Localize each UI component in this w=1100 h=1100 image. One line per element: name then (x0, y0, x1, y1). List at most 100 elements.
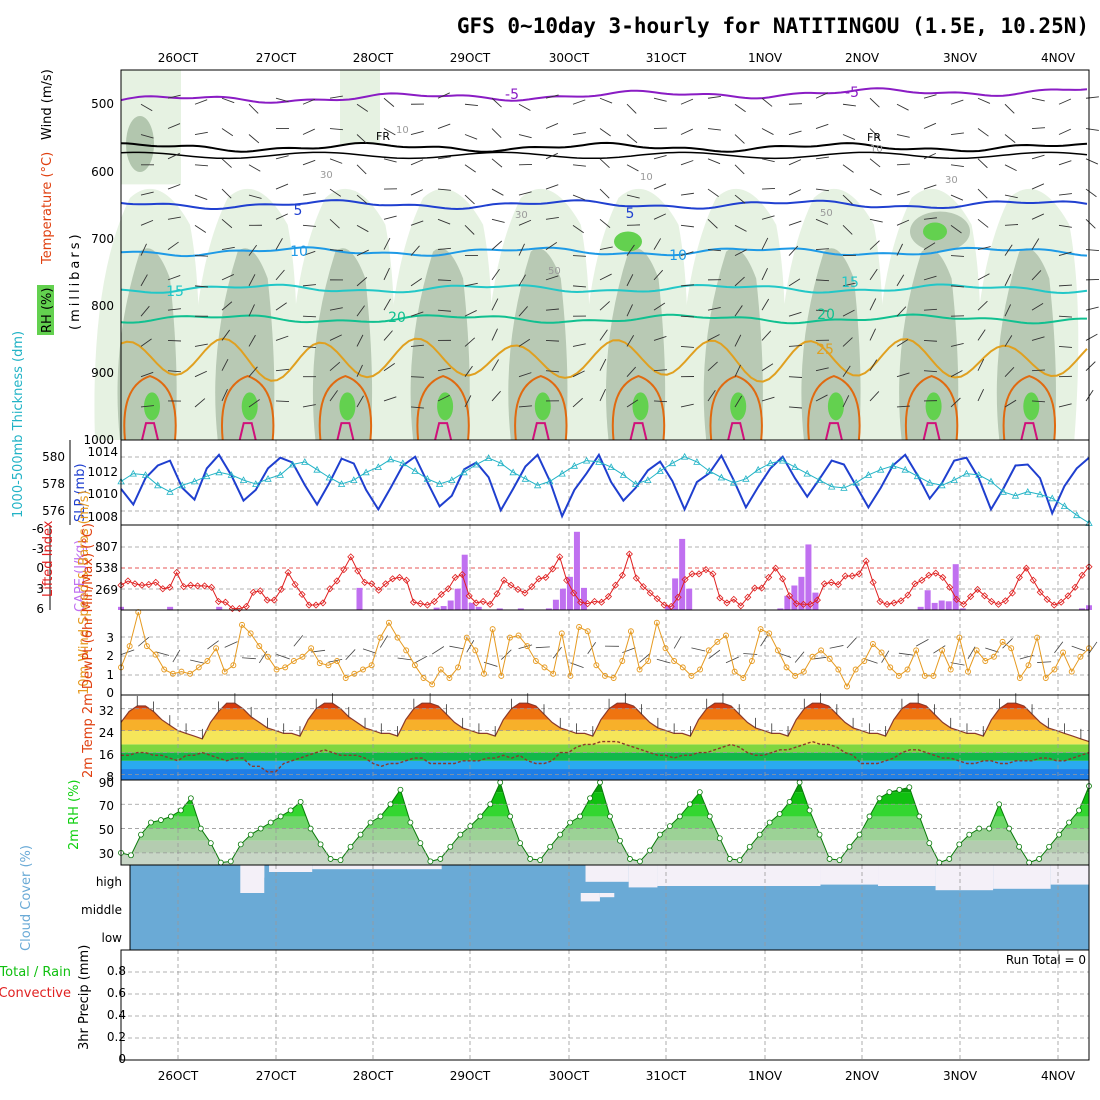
wind-barb (977, 218, 989, 228)
li-point (813, 596, 821, 604)
wind-barb (221, 218, 233, 229)
li-point (138, 581, 146, 589)
thickness-tick-label: 580 (42, 450, 65, 464)
li-point (291, 580, 299, 589)
wind-barb (869, 298, 877, 311)
wind10m-point (187, 670, 194, 677)
li-tick-label: 6 (36, 602, 44, 616)
wind-barb (518, 372, 532, 378)
thickness-point (729, 478, 738, 486)
wind-barb (140, 243, 147, 256)
isotherm-label: 10 (669, 248, 687, 264)
li-point (312, 601, 320, 609)
rh2m-point (756, 831, 763, 838)
thickness-point (754, 465, 762, 473)
wind-barb (410, 130, 424, 135)
wind-barb (221, 301, 233, 311)
thickness-axis-label: 1000-500mb Thickness (dm) (11, 331, 26, 518)
wind10m-barb (362, 648, 377, 654)
wind-barb (302, 345, 316, 348)
wind-barb (329, 95, 343, 99)
li-axis-label: Lifted Index (41, 520, 56, 597)
li-tick-label: -3 (32, 542, 44, 556)
wind10m-point (481, 670, 487, 677)
wind-barb (815, 309, 829, 312)
wind-barb (653, 183, 667, 190)
wind10m-point (567, 672, 574, 679)
wind-barb (923, 339, 938, 342)
wind-barb (194, 370, 207, 378)
cloud-cover-axis-label: Cloud Cover (%) (19, 845, 34, 951)
isotherm-line (1020, 422, 1039, 441)
rh2m-point (587, 795, 593, 802)
wind-barb (734, 364, 741, 377)
wind-barb (275, 368, 289, 372)
cloud-cover-marks (129, 864, 1090, 951)
li-point (430, 597, 438, 606)
thickness-point (350, 476, 358, 483)
wind10m-point (316, 660, 323, 667)
wind-barb (140, 371, 154, 378)
rh2m-point (886, 789, 893, 796)
wind-barb (140, 305, 150, 317)
li-point (444, 585, 452, 593)
wind-barb (437, 156, 451, 160)
rh2m-point (267, 819, 274, 826)
li-point (270, 596, 278, 604)
rh-contour-label: 10 (870, 144, 883, 155)
rh-contour-label: 50 (548, 266, 561, 277)
rh-saturated-region (925, 392, 942, 421)
wind-barb (815, 248, 829, 251)
wind-barb (896, 274, 905, 287)
cloud-gap (657, 865, 821, 886)
wind-barb (977, 300, 988, 311)
rh2m-point (347, 843, 354, 850)
wind-barb (815, 394, 828, 402)
wind10m-point (1025, 662, 1032, 669)
wind-barb (356, 134, 367, 144)
slp-tick-label: 1014 (87, 445, 118, 459)
wind-barb (167, 339, 182, 342)
wind-barb (302, 250, 316, 257)
wind-barb (572, 132, 586, 135)
rh2m-point (377, 813, 384, 820)
isotherm-line (1002, 375, 1056, 441)
wind-barb (410, 406, 424, 409)
wind-barb (545, 308, 559, 311)
rh2m-point (207, 840, 214, 847)
li-point (347, 553, 355, 561)
rh2m-point (337, 857, 344, 864)
li-point (180, 583, 188, 591)
wind-barb (653, 154, 667, 160)
wind10m-point (800, 668, 807, 675)
rh2m-point (976, 825, 983, 832)
wind10m-point (679, 664, 686, 671)
cloud-gap (1050, 865, 1089, 885)
bottom-date-label: 2NOV (845, 1069, 880, 1083)
thickness-point (631, 480, 640, 487)
thickness-point (705, 467, 713, 474)
wind-barb (923, 152, 937, 160)
wind-barb (1085, 306, 1099, 311)
wind-barb (194, 194, 208, 200)
wind-barb (194, 164, 208, 167)
cross-section-y-label: RH (%) Temperature (°C) Wind (m/s) (mill… (37, 69, 83, 335)
isotherm-label: -5 (505, 87, 519, 103)
li-point (263, 596, 271, 604)
thickness-point (962, 469, 971, 477)
wind10m-barb (725, 656, 739, 664)
wind-barb (653, 269, 664, 281)
thickness-point (374, 463, 382, 470)
bottom-date-label: 31OCT (646, 1069, 687, 1083)
cloud-gap (269, 865, 313, 872)
rh2m-band (121, 804, 1089, 817)
cloud-cover-panel: high middle low Cloud Cover (%) (19, 845, 1090, 951)
wind-barb (140, 103, 153, 112)
li-point (987, 597, 996, 606)
wind-barb (1085, 158, 1099, 165)
rh2m-point (666, 823, 673, 830)
rh2m-point (497, 779, 504, 786)
wind-barb (1031, 336, 1045, 341)
wind-barb (788, 311, 802, 317)
thickness-point (484, 454, 493, 461)
